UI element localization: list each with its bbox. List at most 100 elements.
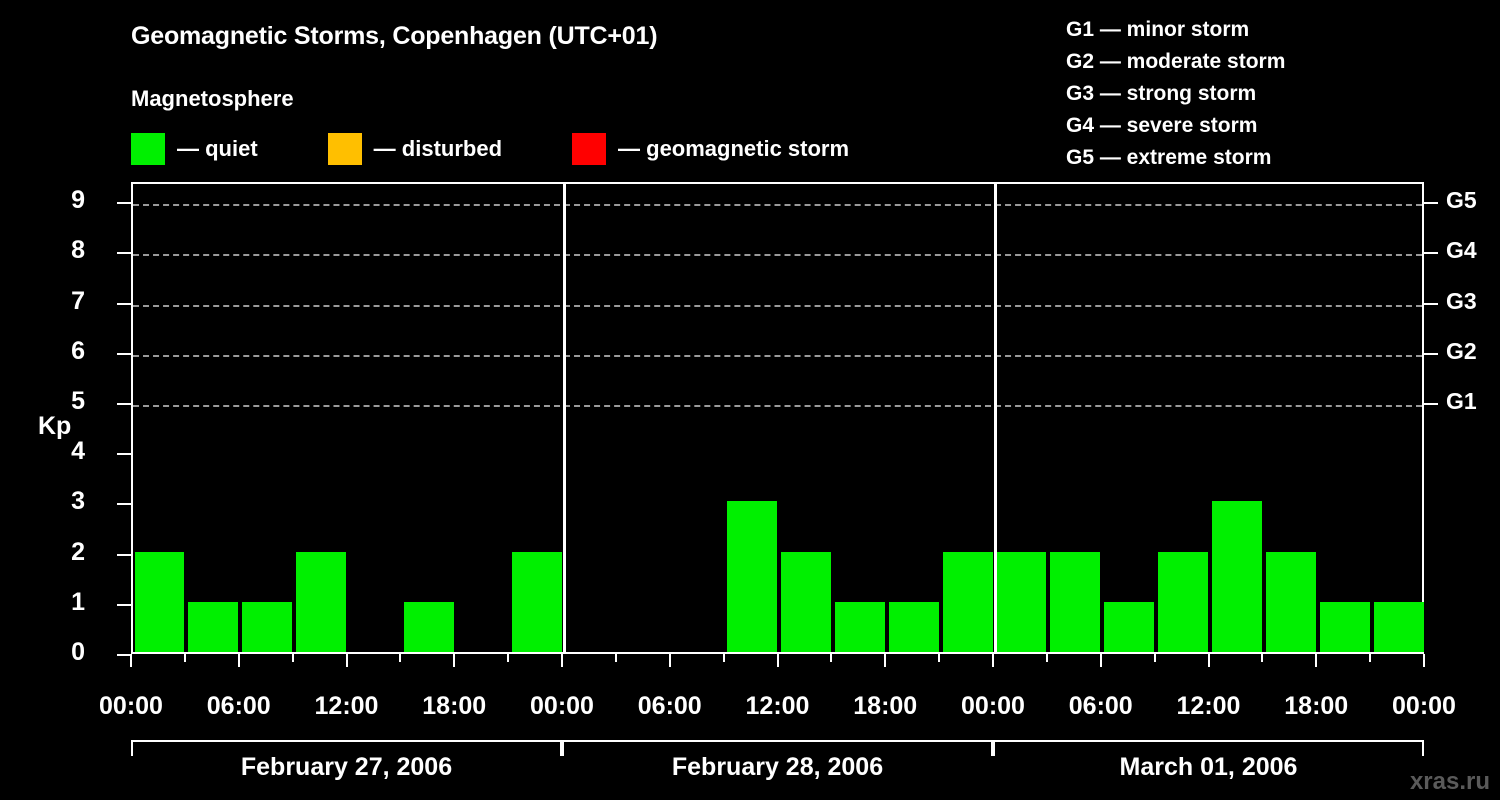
x-tick-mark [1315, 654, 1318, 667]
kp-bar [781, 551, 831, 652]
x-tick-mark [1099, 654, 1102, 667]
y-axis-title: Kp [38, 412, 72, 440]
x-tick-label: 06:00 [1068, 692, 1133, 720]
x-tick-label: 18:00 [853, 692, 918, 720]
day-separator [993, 184, 997, 652]
kp-bar [296, 551, 346, 652]
g-scale-legend: G1 — minor storm G2 — moderate storm G3 — … [1066, 14, 1486, 174]
x-minor-tick-mark [507, 654, 510, 662]
x-tick-mark [130, 654, 132, 667]
g-legend-row: G1 — minor storm [1066, 18, 1250, 41]
y-tick-label: 2 [71, 537, 85, 566]
x-tick-mark [561, 654, 563, 667]
kp-bar [1050, 551, 1101, 652]
x-tick-mark [345, 654, 348, 667]
y-tick-label: 3 [71, 487, 85, 516]
g-tick-mark [1424, 352, 1438, 355]
y-tick-mark [117, 553, 131, 556]
y-tick-mark [117, 453, 131, 456]
g-legend-row: G5 — extreme storm [1066, 146, 1272, 169]
x-tick-label: 18:00 [1284, 692, 1349, 720]
kp-bar [888, 601, 939, 652]
kp-bar [188, 601, 239, 652]
kp-bar [242, 601, 293, 652]
y-tick-label: 4 [71, 437, 85, 466]
g-legend-row: G4 — severe storm [1066, 114, 1258, 137]
y-tick-mark [117, 603, 131, 606]
x-minor-tick-mark [1369, 654, 1372, 662]
y-tick-label: 9 [71, 186, 85, 215]
y-tick-label: 1 [71, 587, 85, 616]
x-tick-label: 00:00 [961, 692, 1025, 720]
day-bracket [131, 740, 562, 756]
x-minor-tick-mark [1261, 654, 1264, 662]
kp-bar [134, 551, 185, 652]
plot-area [131, 182, 1424, 654]
g-tick-mark [1424, 302, 1438, 305]
x-tick-label: 12:00 [314, 692, 379, 720]
kp-bar [727, 501, 777, 652]
gridline [133, 354, 1422, 357]
condition-legend: — quiet — disturbed — geomagnetic storm [131, 133, 849, 165]
kp-bar [1158, 551, 1208, 652]
legend-label: — quiet [177, 136, 258, 161]
x-tick-mark [668, 654, 671, 667]
x-tick-mark [992, 654, 994, 667]
gridline [133, 404, 1422, 407]
g-tick-mark [1424, 252, 1438, 255]
g-tick-mark [1424, 402, 1438, 405]
kp-bar [1373, 601, 1424, 652]
g-legend-row: G3 — strong storm [1066, 82, 1257, 105]
x-minor-tick-mark [722, 654, 725, 662]
x-tick-label: 00:00 [99, 692, 163, 720]
y-tick-mark [117, 252, 131, 255]
y-tick-label: 5 [71, 386, 85, 415]
y-tick-label: 6 [71, 336, 85, 365]
kp-bar [1265, 551, 1316, 652]
g-axis-label: G4 [1446, 237, 1477, 264]
kp-bar [996, 551, 1047, 652]
y-tick-mark [117, 402, 131, 405]
legend-entry: — quiet [131, 133, 258, 165]
kp-bar [1104, 601, 1155, 652]
y-tick-mark [117, 352, 131, 355]
x-tick-mark [237, 654, 240, 667]
x-minor-tick-mark [1045, 654, 1048, 662]
x-tick-mark [884, 654, 887, 667]
kp-bar [942, 551, 993, 652]
orange-square-swatch [327, 133, 362, 165]
day-bracket [562, 740, 993, 756]
g-axis-label: G5 [1446, 187, 1477, 214]
red-square-swatch [572, 133, 607, 165]
gridline [133, 204, 1422, 207]
x-minor-tick-mark [399, 654, 402, 662]
x-tick-label: 12:00 [1176, 692, 1241, 720]
x-tick-label: 06:00 [637, 692, 702, 720]
x-minor-tick-mark [614, 654, 617, 662]
legend-entry: — geomagnetic storm [572, 133, 849, 165]
day-label: February 28, 2006 [671, 753, 884, 781]
kp-bar [1319, 601, 1370, 652]
x-tick-label: 18:00 [422, 692, 487, 720]
legend-entry: — disturbed [327, 133, 502, 165]
g-legend-row: G2 — moderate storm [1066, 50, 1286, 73]
x-tick-mark [776, 654, 779, 667]
kp-bar [403, 601, 454, 652]
watermark: xras.ru [1409, 768, 1490, 795]
day-label: March 01, 2006 [1119, 753, 1298, 781]
g-tick-mark [1424, 202, 1438, 205]
g-axis-label: G1 [1446, 387, 1477, 414]
gridline [133, 254, 1422, 257]
plot-inner [133, 184, 1424, 652]
day-bracket [993, 740, 1424, 756]
x-tick-mark [453, 654, 456, 667]
kp-bar [834, 601, 885, 652]
x-minor-tick-mark [291, 654, 294, 662]
green-square-swatch [131, 133, 165, 165]
y-tick-label: 7 [71, 286, 85, 315]
gridline [133, 304, 1422, 307]
page-title: Geomagnetic Storms, Copenhagen (UTC+01) [131, 22, 658, 50]
y-tick-mark [117, 302, 131, 305]
legend-label: — geomagnetic storm [618, 136, 850, 161]
x-minor-tick-mark [1153, 654, 1156, 662]
